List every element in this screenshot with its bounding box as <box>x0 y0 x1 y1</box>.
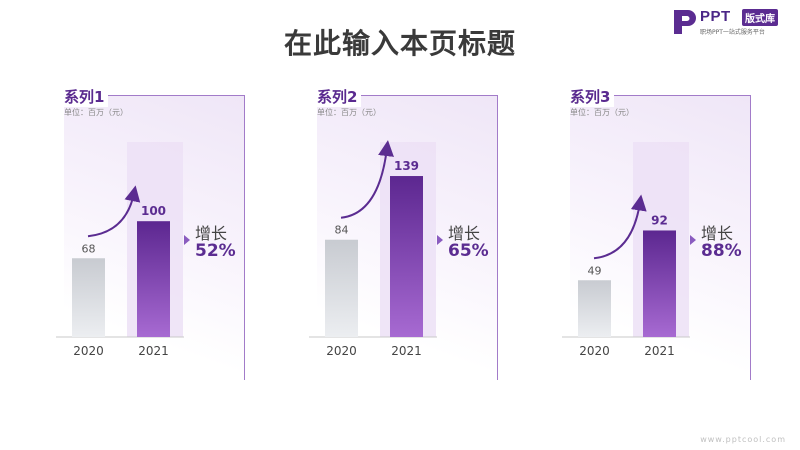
growth-arrow-icon <box>593 194 647 260</box>
chart-panel-3: 系列3 单位：百万（元） 49 2020 92 2021 增长 88% <box>562 80 762 380</box>
logo-brand: PPT <box>700 8 731 25</box>
growth-label: 增长 <box>448 224 481 243</box>
growth-value: 65% <box>448 241 489 261</box>
growth-label: 增长 <box>195 224 228 243</box>
data-label-2021: 100 <box>141 204 166 218</box>
bar-2020 <box>72 258 105 337</box>
growth-value: 88% <box>701 241 742 261</box>
data-label-2020: 49 <box>588 264 602 277</box>
x-tick-label: 2021 <box>138 344 169 358</box>
bar-2020 <box>578 280 611 337</box>
bar-chart: 68 2020 100 2021 <box>56 142 190 358</box>
x-tick-label: 2020 <box>579 344 610 358</box>
pointer-triangle-icon <box>690 235 696 245</box>
logo-p-icon <box>674 10 696 34</box>
growth-label: 增长 <box>701 224 734 243</box>
bar-2020 <box>325 239 358 337</box>
bar-chart: 49 2020 92 2021 <box>562 142 696 358</box>
series-title: 系列3 <box>570 86 615 107</box>
logo-tagline: 职场PPT一站式服务平台 <box>700 29 765 36</box>
bar-chart: 84 2020 139 2021 <box>309 140 443 358</box>
growth-arrow-icon <box>87 185 141 238</box>
x-tick-label: 2020 <box>73 344 104 358</box>
unit-label: 单位：百万（元） <box>317 108 381 117</box>
data-label-2021: 139 <box>394 159 419 173</box>
growth-value: 52% <box>195 241 236 261</box>
bar-2021 <box>390 176 423 337</box>
x-tick-label: 2021 <box>644 344 675 358</box>
footer-url: www.pptcool.com <box>700 435 786 444</box>
data-label-2020: 68 <box>82 242 96 255</box>
unit-label: 单位：百万（元） <box>570 108 634 117</box>
bar-2021 <box>643 230 676 337</box>
x-tick-label: 2021 <box>391 344 422 358</box>
data-label-2020: 84 <box>335 224 349 237</box>
page-title: 在此输入本页标题 <box>283 27 516 60</box>
pointer-triangle-icon <box>184 235 190 245</box>
x-tick-label: 2020 <box>326 344 357 358</box>
bar-2021 <box>137 221 170 337</box>
data-label-2021: 92 <box>651 213 668 227</box>
series-title: 系列2 <box>317 86 362 107</box>
unit-label: 单位：百万（元） <box>64 108 128 117</box>
logo: PPT 版式库 职场PPT一站式服务平台 <box>672 8 790 38</box>
growth-arrow-icon <box>340 140 394 219</box>
chart-panel-1: 系列1 单位：百万（元） 68 2020 100 2021 增长 52% <box>56 80 256 380</box>
logo-badge: 版式库 <box>742 9 778 26</box>
chart-panel-2: 系列2 单位：百万（元） 84 2020 139 2021 增长 65% <box>309 80 509 380</box>
pointer-triangle-icon <box>437 235 443 245</box>
series-title: 系列1 <box>64 86 109 107</box>
